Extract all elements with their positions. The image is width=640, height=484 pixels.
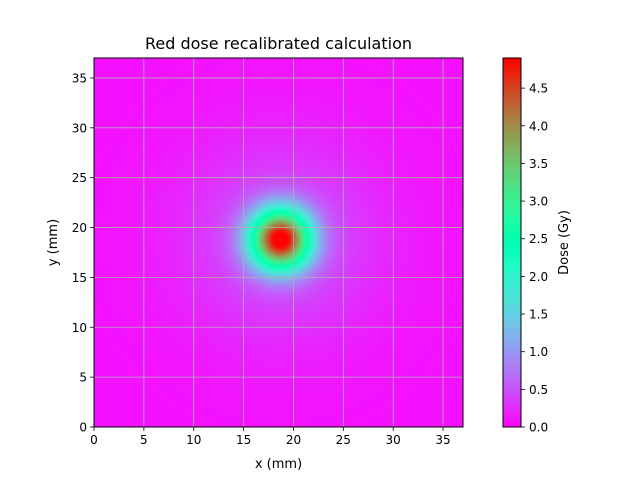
colorbar-tick-label: 2.0	[529, 270, 548, 284]
colorbar-tick-label: 2.5	[529, 232, 548, 246]
y-tick-label: 5	[79, 371, 87, 385]
colorbar-tick-label: 0.0	[529, 421, 548, 435]
y-tick-label: 15	[72, 271, 87, 285]
colorbar-tick-label: 3.5	[529, 157, 548, 171]
colorbar	[502, 57, 522, 428]
colorbar-tick-label: 4.0	[529, 119, 548, 133]
colorbar-axis: 0.0 0.5 1.0 1.5 2.0 2.5 3.0 3.5 4.0 4.5	[521, 82, 548, 435]
plot-frame	[93, 57, 464, 428]
colorbar-tick-label: 3.0	[529, 195, 548, 209]
x-tick-label: 10	[186, 433, 201, 447]
heatmap-image	[94, 58, 463, 427]
y-tick-label: 30	[72, 121, 87, 135]
colorbar-tick-label: 0.5	[529, 383, 548, 397]
x-tick-label: 5	[140, 433, 148, 447]
grid-lines	[93, 58, 463, 428]
y-tick-label: 35	[72, 71, 87, 85]
x-axis: 0 5 10 15 20 25 30 35	[90, 427, 451, 447]
chart-title: Red dose recalibrated calculation	[145, 34, 412, 53]
x-tick-label: 20	[286, 433, 301, 447]
colorbar-tick-label: 1.0	[529, 345, 548, 359]
x-tick-label: 25	[336, 433, 351, 447]
x-tick-label: 15	[236, 433, 251, 447]
y-axis-label: y (mm)	[46, 219, 61, 266]
y-tick-label: 0	[79, 421, 87, 435]
x-axis-label: x (mm)	[255, 457, 302, 472]
y-tick-label: 25	[72, 171, 87, 185]
y-tick-label: 20	[72, 221, 87, 235]
x-tick-label: 30	[386, 433, 401, 447]
y-tick-label: 10	[72, 321, 87, 335]
x-tick-label: 0	[90, 433, 98, 447]
colorbar-label: Dose (Gy)	[557, 210, 572, 275]
colorbar-tick-label: 1.5	[529, 308, 548, 322]
y-axis: 0 5 10 15 20 25 30 35	[72, 71, 94, 435]
x-tick-label: 35	[435, 433, 450, 447]
colorbar-tick-label: 4.5	[529, 82, 548, 96]
